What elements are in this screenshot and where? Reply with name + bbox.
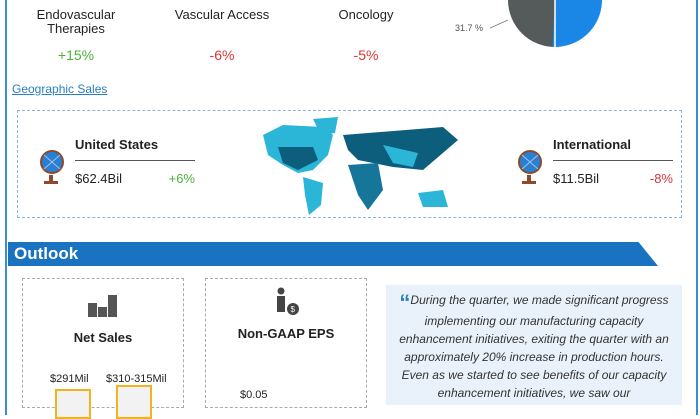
quote-mark-icon: “: [399, 290, 411, 315]
pie-slice-gray: [508, 0, 555, 47]
coin-stacks-icon: [88, 295, 117, 317]
segment-oncology: Oncology -5%: [296, 7, 436, 63]
net-sales-card: Net Sales $291Mil $310-315Mil: [22, 278, 184, 419]
net-sales-guidance: $310-315Mil: [106, 373, 167, 385]
region-change: +6%: [168, 171, 195, 186]
region-value: $62.4Bil: [75, 171, 122, 186]
net-sales-title: Net Sales: [73, 330, 133, 345]
outlook-banner: Outlook: [8, 242, 658, 266]
page-frame: [5, 0, 698, 415]
region-name: United States: [75, 137, 159, 152]
eps-title: Non-GAAP EPS: [237, 326, 335, 341]
segment-change: -5%: [353, 47, 379, 63]
globe-icon: [518, 150, 542, 184]
ceo-quote: “During the quarter, we made significant…: [386, 285, 682, 405]
pie-chart: [490, 0, 602, 48]
region-change: -8%: [649, 171, 673, 186]
net-sales-prior: $291Mil: [50, 373, 89, 385]
pie-slice-blue: [552, 0, 602, 47]
eps-card: $ Non-GAAP EPS $0.05: [205, 278, 367, 408]
net-sales-guidance-bar: [116, 385, 152, 419]
pie-label: 31.7 %: [455, 23, 484, 33]
region-value: $11.5Bil: [553, 171, 600, 186]
net-sales-prior-bar: [55, 389, 91, 419]
region-name: International: [553, 137, 632, 152]
geographic-sales-box: United States $62.4Bil +6% International …: [17, 110, 682, 218]
globe-icon: [40, 150, 64, 184]
geographic-sales-title[interactable]: Geographic Sales: [12, 82, 108, 96]
segment-name: Endovascular Therapies: [36, 7, 116, 36]
segment-change: +15%: [57, 47, 95, 63]
svg-text:$: $: [291, 305, 296, 314]
quote-text: During the quarter, we made significant …: [399, 293, 669, 400]
outlook-title: Outlook: [14, 244, 79, 263]
region-united-states: United States $62.4Bil +6%: [75, 137, 195, 186]
segment-name: Oncology: [338, 7, 394, 22]
person-dollar-icon: $: [277, 287, 299, 315]
segment-name: Vascular Access: [174, 7, 270, 22]
world-map: [263, 117, 458, 215]
segment-change: -6%: [209, 47, 235, 63]
eps-value: $0.05: [240, 389, 268, 401]
segment-endovascular: Endovascular Therapies +15%: [6, 7, 146, 63]
region-international: International $11.5Bil -8%: [553, 137, 673, 186]
segment-vascular-access: Vascular Access -6%: [152, 7, 292, 63]
